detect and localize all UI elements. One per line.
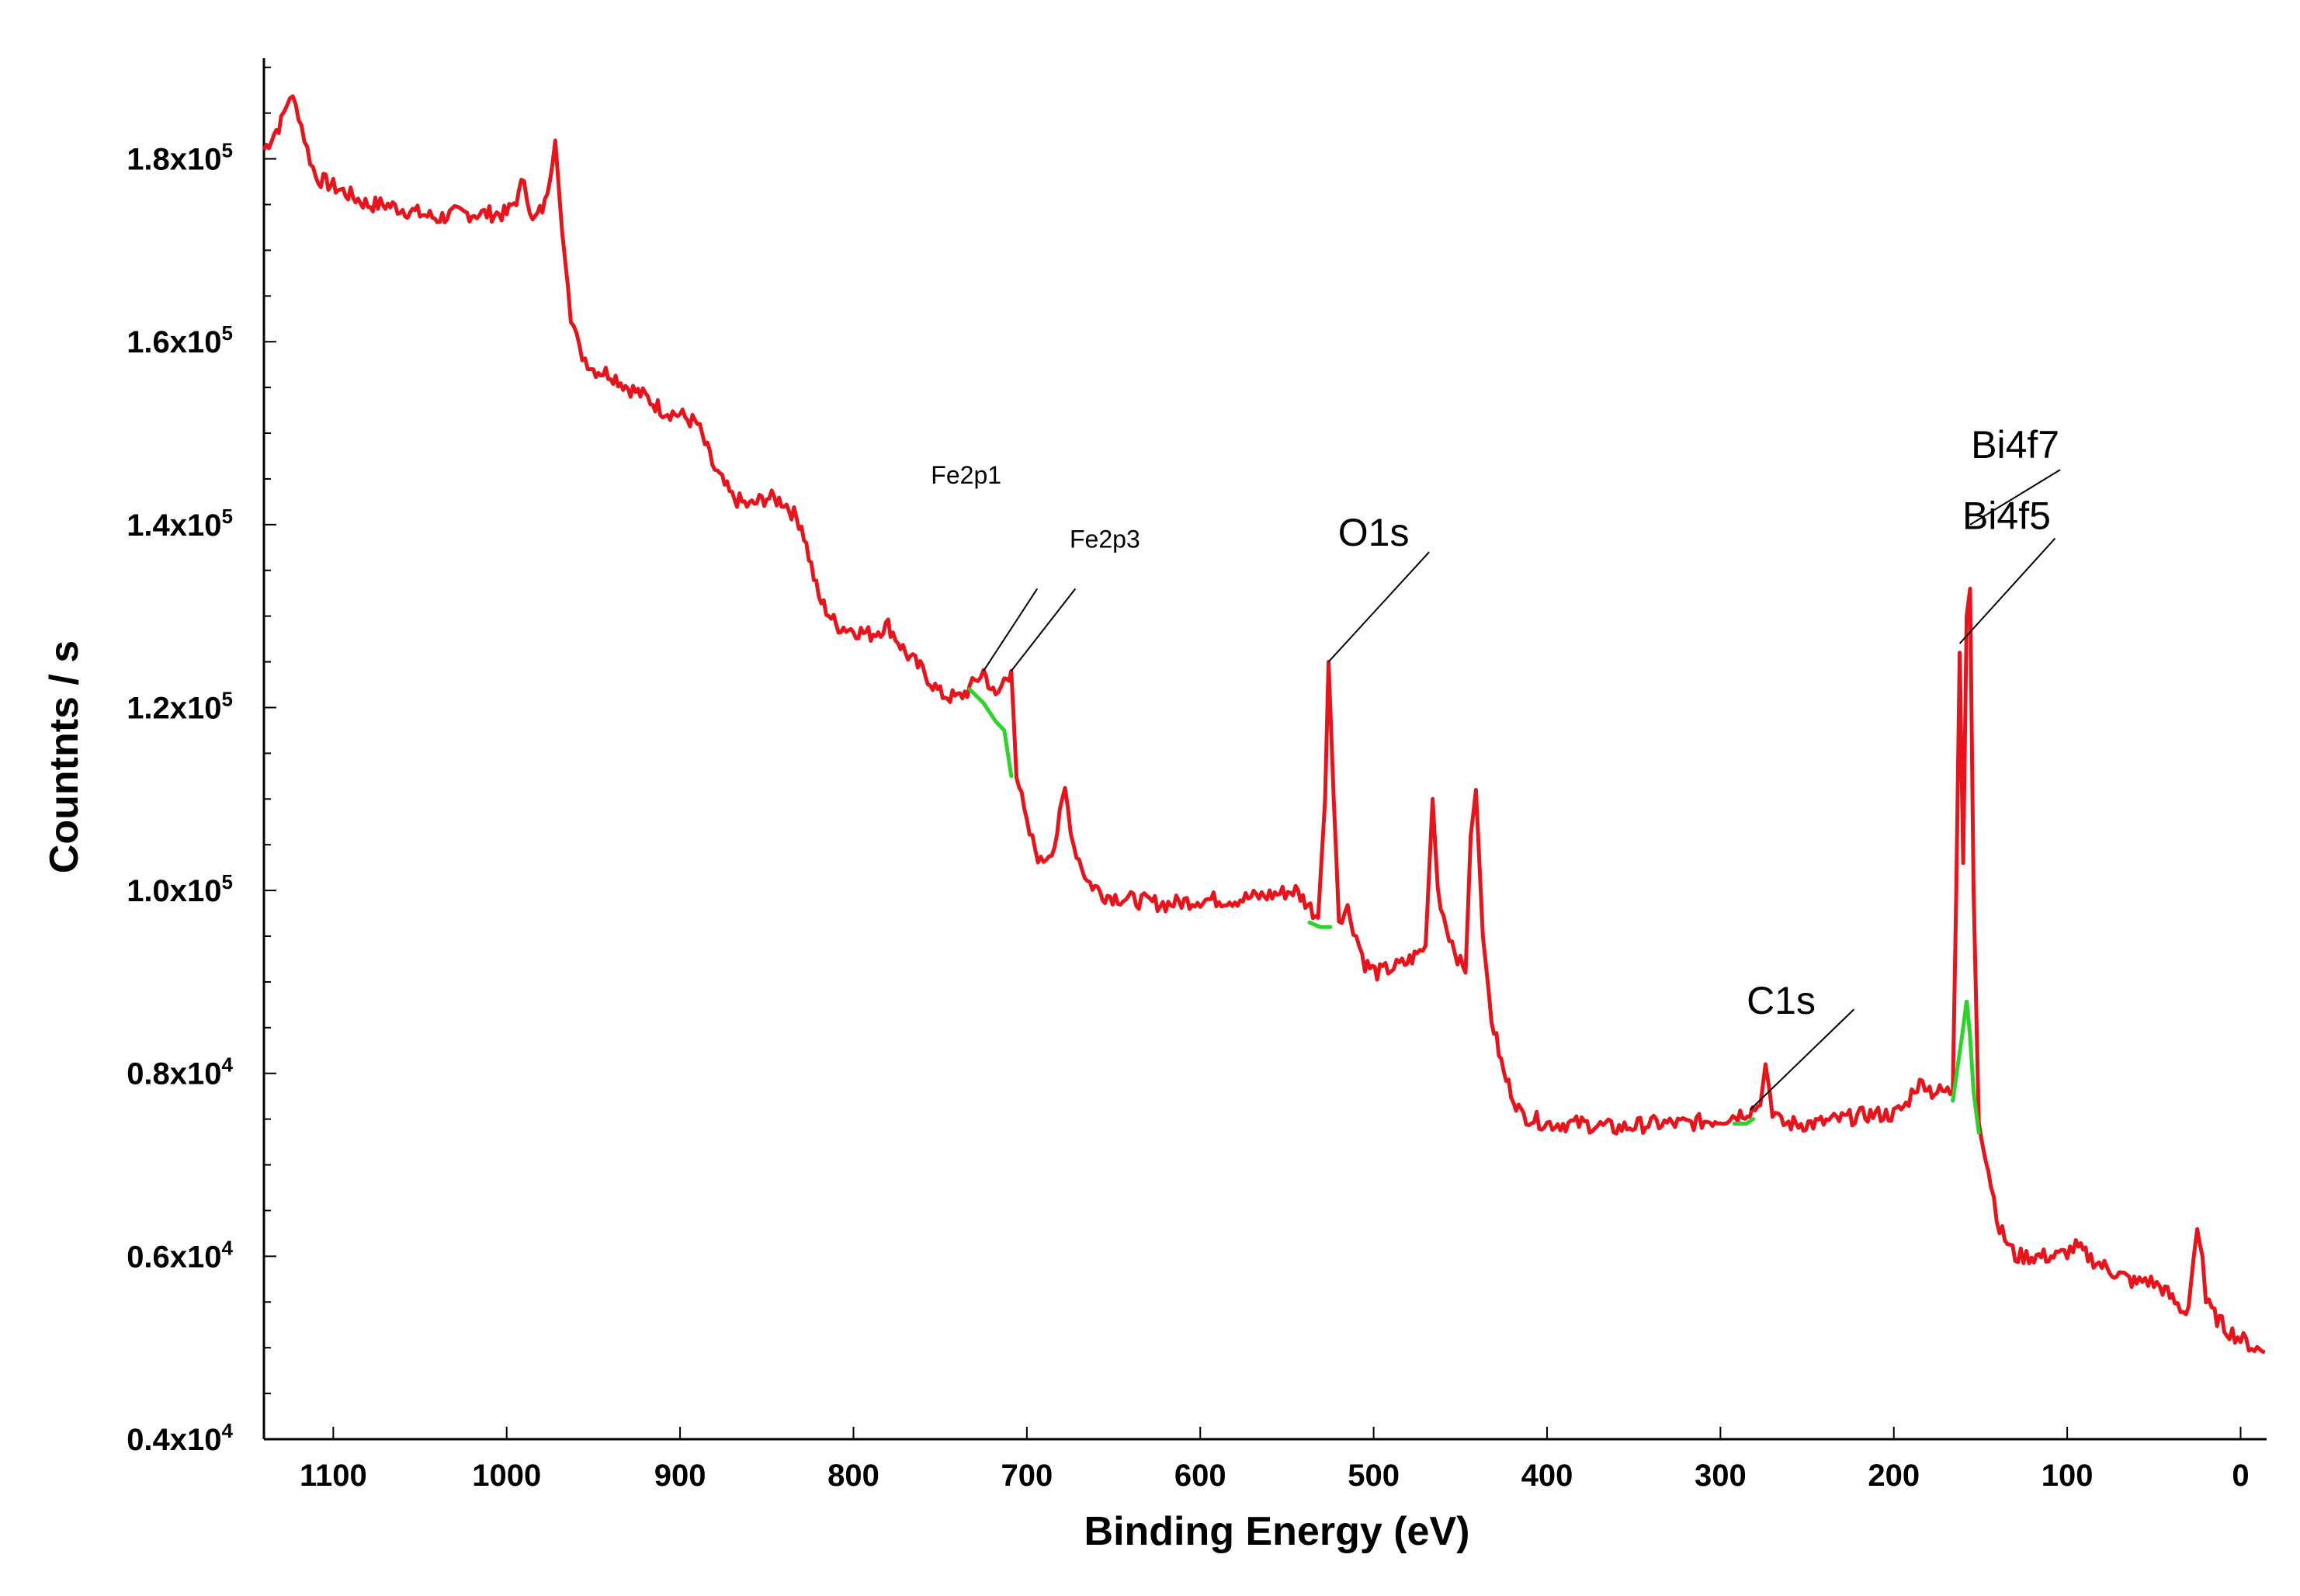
y-tick-label: 0.4x104 <box>127 1419 233 1457</box>
plot-series <box>262 94 2266 1355</box>
x-ticks: 1100 1000 900 800 700 600 500 400 300 200 100 0 <box>300 1427 2250 1493</box>
x-tick-label: 400 <box>1521 1459 1573 1493</box>
peak-annotations: Fe2p1 Fe2p3 O1s C1s Bi4f7 Bi4f5 <box>931 423 2061 1111</box>
annotation-leader-line <box>1958 537 2056 644</box>
x-axis-title: Binding Energy (eV) <box>1084 1509 1470 1554</box>
y-tick-mantissa: 1.6x10 <box>127 325 221 359</box>
y-tick-mantissa: 1.2x10 <box>127 691 221 725</box>
y-tick-label: 1.4x105 <box>127 505 233 543</box>
y-tick-exponent: 4 <box>222 1419 234 1442</box>
y-tick-mantissa: 1.4x10 <box>127 508 221 543</box>
y-tick-label: 1.0x105 <box>127 870 233 908</box>
y-tick-exponent: 5 <box>222 687 233 710</box>
y-tick-label: 1.2x105 <box>127 687 233 725</box>
y-tick-label: 1.6x105 <box>127 321 233 359</box>
peak-label-fe2p1: Fe2p1 <box>931 461 1001 489</box>
peak-label-bi4f7: Bi4f7 <box>1971 423 2059 467</box>
y-tick-mantissa: 0.6x10 <box>127 1240 221 1274</box>
y-tick-exponent: 5 <box>222 139 233 162</box>
x-tick-label: 500 <box>1348 1459 1400 1493</box>
y-axis-title: Countnts / s <box>42 640 87 873</box>
x-tick-label: 0 <box>2232 1459 2249 1493</box>
peak-label-bi4f5: Bi4f5 <box>1962 494 2051 538</box>
background-line <box>967 687 1014 779</box>
x-tick-label: 200 <box>1868 1459 1920 1493</box>
x-tick-label: 1100 <box>300 1459 367 1493</box>
background-line <box>1307 920 1333 929</box>
peak-label-c1s: C1s <box>1747 979 1816 1022</box>
x-tick-label: 300 <box>1695 1459 1747 1493</box>
y-tick-mantissa: 0.4x10 <box>127 1423 221 1457</box>
x-tick-label: 600 <box>1174 1459 1226 1493</box>
y-tick-label: 0.8x104 <box>127 1053 233 1091</box>
background-line <box>1732 1117 1756 1126</box>
y-tick-exponent: 4 <box>222 1236 234 1259</box>
spectrum-line <box>262 94 2266 1355</box>
annotation-leader-line <box>1969 469 2061 526</box>
x-tick-label: 900 <box>654 1459 706 1493</box>
y-tick-label: 0.6x104 <box>127 1236 233 1274</box>
axes <box>262 58 2267 1441</box>
y-tick-exponent: 5 <box>222 870 233 893</box>
y-tick-exponent: 5 <box>222 505 233 528</box>
y-tick-label: 1.8x105 <box>127 139 233 177</box>
annotation-leader-line <box>1749 1008 1855 1111</box>
x-tick-label: 700 <box>1001 1459 1053 1493</box>
x-tick-label: 1000 <box>472 1459 541 1493</box>
y-ticks: 0.4x1040.6x1040.8x1041.0x1051.2x1051.4x1… <box>127 66 276 1457</box>
peak-label-o1s: O1s <box>1338 511 1410 554</box>
background-line <box>1951 1000 1981 1135</box>
y-tick-mantissa: 0.8x10 <box>127 1057 221 1091</box>
y-tick-exponent: 5 <box>222 321 233 345</box>
annotation-leader-line <box>1010 588 1077 671</box>
x-tick-label: 800 <box>827 1459 879 1493</box>
peak-label-fe2p3: Fe2p3 <box>1070 525 1140 553</box>
y-tick-mantissa: 1.8x10 <box>127 143 221 177</box>
y-tick-exponent: 4 <box>222 1053 234 1077</box>
y-tick-mantissa: 1.0x10 <box>127 874 221 908</box>
annotation-leader-line <box>1327 551 1430 663</box>
x-tick-label: 100 <box>2042 1459 2094 1493</box>
annotation-leader-line <box>983 588 1039 671</box>
